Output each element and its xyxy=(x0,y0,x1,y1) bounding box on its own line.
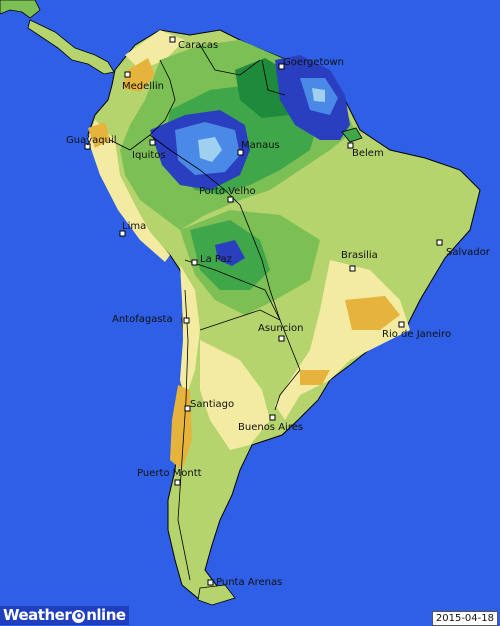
map-date: 2015-04-18 xyxy=(431,611,498,626)
central-america-isthmus xyxy=(27,19,115,75)
wet-zone-amazon-west-core xyxy=(198,137,222,162)
pale-zone-argentina xyxy=(200,340,270,450)
city-manaus: Manaus xyxy=(237,140,280,156)
city-label-guayaquil: Guayaquil xyxy=(66,135,117,146)
logo-text-nline: nline xyxy=(86,606,126,624)
city-antofagasta: Antofagasta xyxy=(112,314,190,325)
city-label-rio-de-janeiro: Rio de Janeiro xyxy=(382,329,451,340)
city-guayaquil: Guayaquil xyxy=(66,135,117,150)
city-caracas: Caracas xyxy=(169,36,218,51)
city-label-antofagasta: Antofagasta xyxy=(112,314,173,325)
city-rio-de-janeiro: Rio de Janeiro xyxy=(382,321,451,340)
city-medellin: Medellin xyxy=(122,71,164,92)
city-buenos-aires: Buenos Aires xyxy=(238,414,303,433)
city-porto-velho: Porto Velho xyxy=(199,186,256,203)
central-america xyxy=(0,0,41,19)
city-label-caracas: Caracas xyxy=(178,40,218,51)
country-borders xyxy=(109,44,301,581)
city-brasilia: Brasilia xyxy=(341,250,378,272)
city-label-porto-velho: Porto Velho xyxy=(199,186,256,197)
dry-zone-colombia xyxy=(122,58,155,92)
city-salvador: Salvador xyxy=(436,239,491,258)
city-label-asuncion: Asuncion xyxy=(258,323,303,334)
logo-o-icon: O xyxy=(72,610,86,623)
city-label-lima: Lima xyxy=(122,221,146,232)
wet-zone-bolivia xyxy=(215,240,245,266)
city-label-buenos-aires: Buenos Aires xyxy=(238,422,303,433)
pale-zone-peru-coast xyxy=(88,120,170,262)
city-label-goergetown: Goergetown xyxy=(283,57,344,68)
city-puerto-montt: Puerto Montt xyxy=(137,468,202,486)
logo-text-weather: Weather xyxy=(3,606,72,624)
city-label-puerto-montt: Puerto Montt xyxy=(137,468,202,479)
city-lima: Lima xyxy=(119,221,146,237)
city-belem: Belem xyxy=(347,142,384,159)
city-label-iquitos: Iquitos xyxy=(132,150,166,161)
city-santiago: Santiago xyxy=(184,399,234,412)
dry-zone-brazil-southeast xyxy=(345,296,400,330)
city-label-salvador: Salvador xyxy=(446,247,491,258)
wet-zone-guiana-core xyxy=(312,88,325,102)
city-punta-arenas: Punta Arenas xyxy=(207,577,282,588)
pale-zone-atacama xyxy=(180,265,200,400)
city-label-manaus: Manaus xyxy=(241,140,280,151)
dry-zone-ecuador xyxy=(88,122,110,148)
tierra-del-fuego xyxy=(197,584,236,606)
city-la-paz: La Paz xyxy=(191,254,232,266)
city-asuncion: Asuncion xyxy=(258,323,303,342)
city-label-belem: Belem xyxy=(352,148,384,159)
city-label-la-paz: La Paz xyxy=(200,254,232,265)
city-goergetown: Goergetown xyxy=(278,57,344,70)
dry-zone-uruguay xyxy=(300,370,330,385)
city-label-punta-arenas: Punta Arenas xyxy=(216,577,282,588)
marajo-island xyxy=(341,127,363,143)
city-label-santiago: Santiago xyxy=(190,399,234,410)
city-label-medellin: Medellin xyxy=(122,81,164,92)
city-iquitos: Iquitos xyxy=(132,139,166,161)
city-label-brasilia: Brasilia xyxy=(341,250,378,261)
